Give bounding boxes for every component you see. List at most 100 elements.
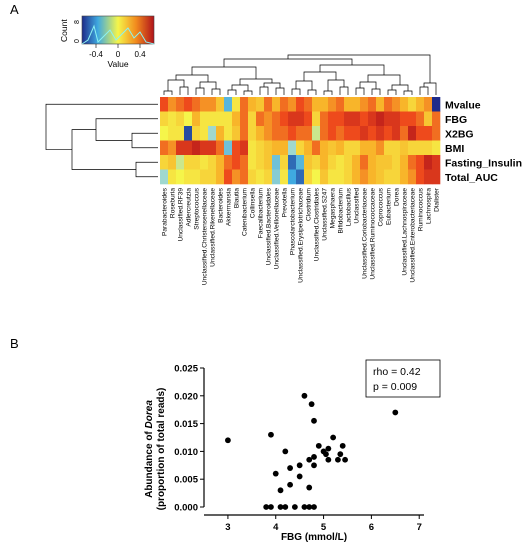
dendrogram-branch	[367, 74, 401, 85]
dendrogram-branch	[95, 118, 158, 141]
dendrogram-branch	[227, 89, 237, 95]
heatmap-cell	[352, 140, 361, 156]
heatmap-cell	[296, 97, 305, 112]
heatmap-cell	[392, 140, 401, 156]
data-point	[296, 473, 303, 480]
dendrogram-branch	[135, 161, 158, 178]
heatmap-cell	[264, 155, 273, 170]
heatmap-cell	[168, 97, 177, 112]
heatmap-column-label: Prevotella	[282, 188, 289, 218]
data-point	[337, 451, 344, 458]
heatmap-cell	[280, 169, 289, 185]
heatmap-cell	[312, 140, 321, 156]
dendrogram-branch	[287, 54, 431, 83]
heatmap-cell	[304, 169, 313, 185]
data-point	[311, 462, 317, 469]
heatmap-cell	[256, 140, 265, 156]
color-key-count-label: Count	[59, 19, 69, 42]
heatmap-cell	[432, 169, 441, 185]
heatmap-cell	[360, 155, 369, 170]
heatmap-cell	[264, 169, 273, 185]
heatmap-cell	[240, 155, 249, 170]
heatmap-cell	[240, 111, 249, 127]
heatmap-cell	[384, 155, 393, 170]
heatmap-column-label: Unclassified.Erysipelotrichaceae	[298, 188, 305, 283]
heatmap-cell	[296, 140, 305, 156]
heatmap-cell	[400, 169, 409, 185]
heatmap-cell	[360, 111, 369, 127]
heatmap-cell	[368, 111, 377, 127]
heatmap-cell	[208, 111, 217, 127]
panel-b-letter: B	[10, 336, 19, 351]
heatmap-cell	[392, 169, 401, 185]
heatmap-cell	[192, 126, 201, 141]
heatmap-cell	[376, 140, 385, 156]
dendrogram-branch	[191, 66, 257, 79]
stats-annotation-box	[365, 359, 441, 398]
panel-a-heatmap: A Count 0 8 -0.4 0 0.4 Va	[10, 2, 522, 285]
heatmap-cell	[432, 111, 441, 127]
heatmap-cell	[160, 155, 169, 170]
heatmap-cell	[400, 111, 409, 127]
heatmap-cell	[312, 111, 321, 127]
heatmap-cell	[416, 111, 425, 127]
heatmap-cell	[408, 169, 417, 185]
heatmap-cell	[424, 169, 433, 185]
heatmap-column-label: Unclassified.Clostridiales	[314, 187, 321, 261]
heatmap-column-label: Bifidobacterium	[338, 188, 345, 234]
heatmap-cell	[336, 155, 345, 170]
heatmap-column-label: Unclassified.S247	[322, 188, 329, 241]
dendrogram-branch	[403, 90, 413, 95]
heatmap-cell	[376, 97, 385, 112]
heatmap-cell	[272, 140, 281, 156]
heatmap-cell	[176, 97, 185, 112]
heatmap-cell	[312, 155, 321, 170]
heatmap-cell	[408, 155, 417, 170]
heatmap-cell	[432, 155, 441, 170]
panel-b-scatter: B 0.000 0.005 0.010 0.015 0.020 0.025 3 4 5 6 7 Ab…	[0, 335, 531, 550]
heatmap-cell	[328, 155, 337, 170]
data-point	[342, 456, 348, 463]
heatmap-cell	[232, 140, 241, 156]
heatmap-column-label: Ruminococcus	[418, 187, 425, 231]
data-point	[306, 504, 313, 510]
heatmap-row-label: Total_AUC	[445, 172, 498, 184]
heatmap-cell	[192, 155, 201, 170]
heatmap-cell	[424, 97, 433, 112]
heatmap-cell	[232, 111, 241, 127]
dendrogram-branch	[45, 103, 158, 150]
heatmap-cell	[320, 97, 329, 112]
heatmap-cell	[400, 126, 409, 141]
heatmap-cell	[192, 140, 201, 156]
color-key: Count 0 8 -0.4 0 0.4 Value	[59, 15, 155, 69]
heatmap-cell	[336, 140, 345, 156]
dendrogram-branch	[239, 78, 273, 85]
heatmap-cell	[312, 169, 321, 185]
heatmap-cell	[224, 140, 233, 156]
data-point	[335, 456, 341, 463]
heatmap-row-label: X2BG	[445, 128, 474, 140]
data-point	[291, 504, 298, 510]
heatmap-cell	[376, 155, 385, 170]
heatmap-cell	[200, 155, 209, 170]
heatmap-cell	[256, 97, 265, 112]
row-dendrogram	[45, 103, 158, 178]
dendrogram-branch	[275, 87, 285, 95]
heatmap-cell	[248, 169, 257, 185]
y-tick-label: 0.005	[174, 475, 198, 486]
heatmap-column-label: Unclassified.Lachnospiraceae	[402, 188, 409, 276]
heatmap-cell	[208, 140, 217, 156]
dendrogram-branch	[387, 89, 397, 95]
data-point	[282, 448, 289, 455]
heatmap-cell	[248, 126, 257, 141]
data-point	[308, 401, 315, 408]
stats-annotation: rho = 0.42 p = 0.009	[365, 359, 441, 398]
heatmap-cell	[224, 155, 233, 170]
data-point	[287, 465, 293, 471]
heatmap-column-label: Dialister	[434, 187, 441, 212]
heatmap-cell	[216, 140, 225, 156]
y-axis-title-line1: Abundance of Dorea	[144, 400, 155, 498]
heatmap-cell	[416, 169, 425, 185]
y-axis-title-line2: (proportion of total reads)	[156, 388, 167, 511]
heatmap-cell	[360, 97, 369, 112]
